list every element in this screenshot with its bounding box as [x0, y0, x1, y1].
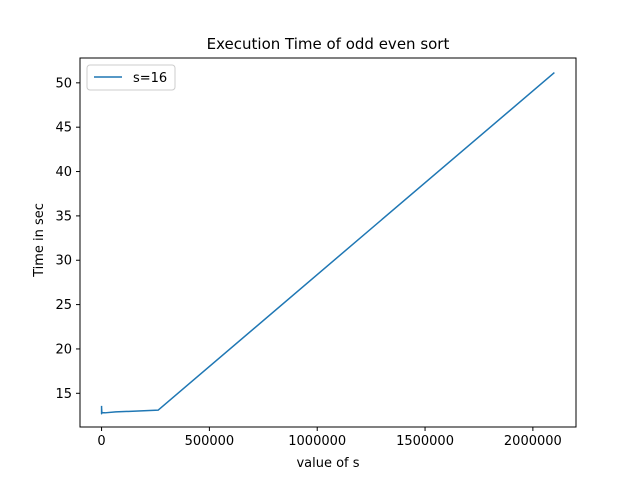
legend: s=16: [86, 64, 176, 91]
legend-label-s16: s=16: [133, 71, 167, 86]
x-axis-label: value of s: [296, 456, 359, 471]
y-tick-label: 35: [55, 209, 72, 224]
axes-frame: [79, 57, 577, 428]
x-axis-ticks: 0 500000 1000000 1500000 2000000: [97, 427, 562, 449]
y-tick-label: 40: [55, 165, 72, 180]
plot-area: 0 500000 1000000 1500000 2000000 15 20 25 30 35 4…: [55, 57, 577, 449]
y-axis-ticks: 15 20 25 30 35 40 45 50: [55, 76, 80, 402]
legend-box: [86, 64, 176, 91]
x-tick-label: 0: [97, 434, 105, 449]
y-tick-label: 45: [55, 121, 72, 136]
y-tick-label: 20: [55, 342, 72, 357]
series-layer: [100, 72, 555, 415]
y-axis-label: Time in sec: [32, 203, 47, 278]
x-tick-label: 1500000: [396, 434, 454, 449]
series-line-s16: [100, 72, 555, 415]
y-tick-label: 30: [55, 254, 72, 269]
chart-title: Execution Time of odd even sort: [207, 35, 450, 53]
x-tick-label: 1000000: [288, 434, 346, 449]
y-tick-label: 25: [55, 298, 72, 313]
y-tick-label: 15: [55, 387, 72, 402]
x-tick-label: 2000000: [504, 434, 562, 449]
x-tick-label: 500000: [185, 434, 235, 449]
y-tick-label: 50: [55, 76, 72, 91]
